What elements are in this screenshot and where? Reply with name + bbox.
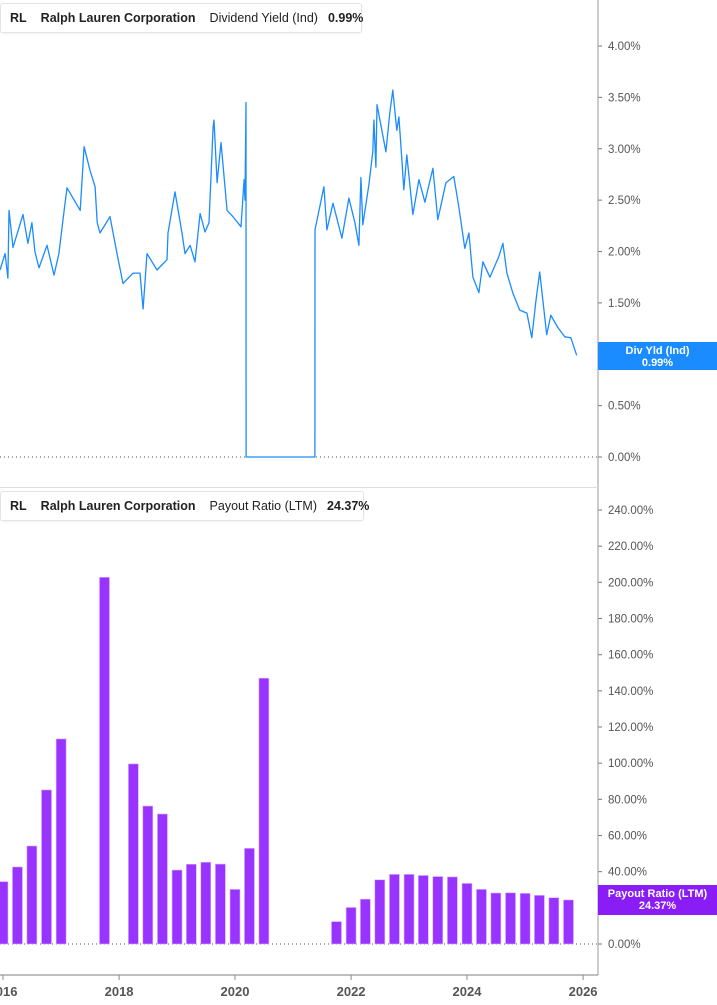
legend-ticker: RL [10,499,27,513]
payout-bar [476,889,487,945]
payout-bar [461,883,473,945]
y-tick-label: 200.00% [608,577,653,589]
x-tick-label: 2018 [105,984,134,999]
payout-bar [432,876,444,945]
payout-bar [548,897,560,945]
payout-axis: 240.00% 220.00% 200.00% 180.00% 160.00% 140.0… [0,505,653,951]
y-tick-label: 40.00% [608,867,647,879]
payout-bar [12,866,23,945]
payout-current-flag: Payout Ratio (LTM) 24.37% [598,885,717,915]
y-tick-label: 100.00% [608,758,653,770]
payout-bar [244,848,255,945]
flag-label: Payout Ratio (LTM) [607,888,708,900]
payout-bar [186,863,197,945]
legend-metric: Dividend Yield (Ind) [209,11,318,25]
x-axis: 2016 2018 2020 2022 2024 2026 [0,974,598,999]
payout-bar [99,576,110,945]
yield-plot [0,89,578,458]
yield-axis: 4.00%3.50%3.00%2.50%2.00%1.50%1.00%0.50%… [0,41,641,464]
payout-bar [229,889,241,945]
y-tick-label: 160.00% [608,650,653,662]
y-tick-label: 0.00% [608,939,641,951]
x-tick-label: 2016 [0,984,17,999]
flag-value: 24.37% [638,900,677,912]
payout-plot [0,576,574,945]
payout-bar [403,874,415,945]
y-tick-label: 3.00% [608,144,641,156]
y-tick-label: 240.00% [608,505,653,517]
payout-bar [534,895,545,945]
x-tick-label: 2022 [337,984,366,999]
legend-value: 24.37% [327,499,370,513]
yield-series-line [0,89,578,458]
legend-company: Ralph Lauren Corporation [40,11,196,25]
y-tick-label: 3.50% [608,92,641,104]
y-tick-label: 0.50% [608,401,641,413]
payout-bar [215,863,226,945]
flag-value: 0.99% [641,357,674,369]
legend-metric: Payout Ratio (LTM) [209,499,317,513]
legend-value: 0.99% [327,11,364,25]
legend-ticker: RL [10,11,27,25]
y-tick-label: 2.00% [608,247,641,259]
y-tick-label: 120.00% [608,722,653,734]
y-tick-label: 1.50% [608,298,641,310]
x-tick-label: 2020 [221,984,250,999]
payout-bar [142,805,154,945]
payout-bar [171,869,183,945]
y-tick-label: 4.00% [608,41,641,53]
payout-bar [0,881,9,945]
payout-bar [505,892,516,945]
payout-bar [389,874,400,945]
payout-bar [55,738,67,945]
y-tick-label: 60.00% [608,831,647,843]
payout-bar [447,876,458,945]
payout-bar [258,677,270,945]
legend-company: Ralph Lauren Corporation [40,499,196,513]
payout-bar [374,879,386,945]
payout-bar [26,845,38,945]
payout-bar [128,763,139,945]
y-tick-label: 180.00% [608,614,653,626]
y-tick-label: 2.50% [608,195,641,207]
payout-bar [345,907,357,945]
yield-legend: RL Ralph Lauren Corporation Dividend Yie… [0,3,364,33]
y-tick-label: 0.00% [608,452,641,464]
payout-bar [563,899,574,945]
payout-legend: RL Ralph Lauren Corporation Payout Ratio… [0,491,369,521]
y-tick-label: 80.00% [608,794,647,806]
payout-bar [157,813,168,945]
payout-bar [519,893,531,945]
y-tick-label: 140.00% [608,686,653,698]
yield-current-flag: Div Yld (Ind) 0.99% [598,342,717,370]
payout-bar [41,789,52,945]
payout-bar [490,892,502,945]
x-tick-label: 2024 [453,984,483,999]
payout-bar [418,875,429,945]
payout-bar [360,898,371,945]
y-tick-label: 220.00% [608,541,653,553]
x-tick-label: 2026 [569,984,598,999]
payout-bar [200,861,212,945]
flag-label: Div Yld (Ind) [625,345,690,357]
payout-bar [331,921,342,945]
